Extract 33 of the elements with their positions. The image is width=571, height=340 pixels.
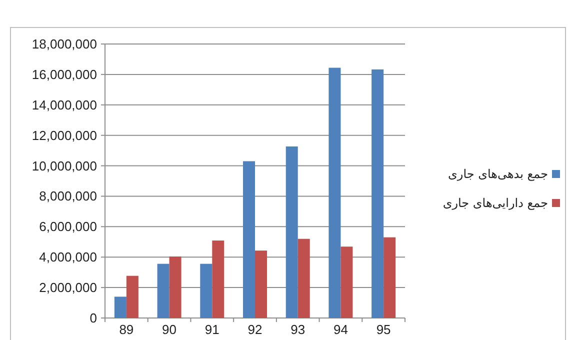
- legend-label: جمع بدهی‌های جاری: [448, 167, 548, 181]
- bar: [328, 68, 341, 318]
- x-tick-label: 95: [376, 322, 391, 337]
- y-tick-label: 8,000,000: [39, 188, 97, 204]
- bar: [243, 161, 255, 318]
- y-tick-label: 4,000,000: [39, 250, 97, 265]
- bar: [384, 237, 396, 318]
- y-tick-label: 18,000,000: [32, 36, 97, 52]
- legend-label: جمع دارایی‌های جاری: [442, 196, 548, 210]
- x-tick-label: 92: [248, 322, 262, 337]
- x-tick-label: 89: [119, 322, 134, 337]
- bar: [286, 146, 298, 318]
- y-tick-label: 6,000,000: [39, 219, 97, 234]
- bar: [157, 264, 170, 318]
- bar: [372, 69, 384, 318]
- x-tick-label: 91: [204, 322, 220, 337]
- x-tick-label: 94: [333, 322, 348, 337]
- bar: [255, 250, 267, 318]
- y-tick-label: 10,000,000: [32, 158, 97, 174]
- x-tick-label: 93: [290, 322, 306, 337]
- bar: [126, 276, 138, 318]
- x-tick-label: 90: [162, 322, 177, 337]
- bar: [200, 264, 212, 318]
- bar: [114, 296, 126, 318]
- y-tick-label: 0: [90, 310, 97, 326]
- y-tick-label: 2,000,000: [39, 280, 97, 296]
- y-tick-label: 16,000,000: [32, 66, 97, 82]
- y-tick-label: 12,000,000: [32, 128, 97, 143]
- bar: [212, 240, 224, 318]
- bar: [169, 256, 182, 318]
- bar: [298, 238, 310, 318]
- y-tick-label: 14,000,000: [32, 97, 97, 112]
- bar: [340, 246, 353, 318]
